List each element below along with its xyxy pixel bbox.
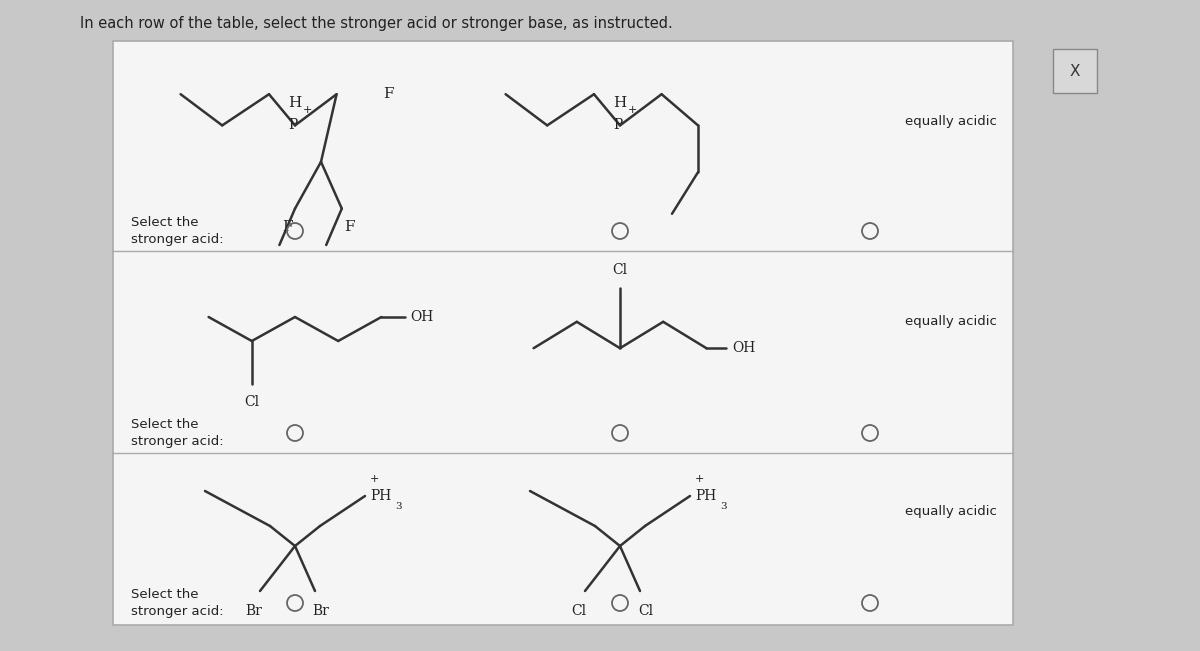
Text: PH: PH: [695, 489, 716, 503]
Text: Br: Br: [312, 604, 330, 618]
Text: +: +: [695, 474, 704, 484]
Text: X: X: [1069, 64, 1080, 79]
Text: Cl: Cl: [571, 604, 587, 618]
Text: In each row of the table, select the stronger acid or stronger base, as instruct: In each row of the table, select the str…: [80, 16, 673, 31]
Text: Br: Br: [246, 604, 263, 618]
Text: Cl: Cl: [612, 263, 628, 277]
Text: OH: OH: [732, 341, 755, 355]
Text: Select the
stronger acid:: Select the stronger acid:: [131, 588, 223, 618]
Text: +: +: [302, 105, 312, 115]
Text: +: +: [370, 474, 379, 484]
Text: F: F: [344, 219, 355, 234]
Text: P: P: [613, 118, 623, 132]
Bar: [113, 41, 1013, 625]
Text: F: F: [383, 87, 394, 101]
Text: Select the
stronger acid:: Select the stronger acid:: [131, 216, 223, 246]
Text: 3: 3: [720, 502, 727, 511]
Text: equally acidic: equally acidic: [905, 505, 997, 518]
Text: H: H: [288, 96, 301, 111]
Text: OH: OH: [409, 310, 433, 324]
Text: +: +: [628, 105, 637, 115]
Text: equally acidic: equally acidic: [905, 115, 997, 128]
Text: H: H: [613, 96, 626, 111]
Text: Select the
stronger acid:: Select the stronger acid:: [131, 418, 223, 448]
Text: F: F: [282, 219, 293, 234]
Text: P: P: [288, 118, 298, 132]
Bar: [1054, 49, 1097, 93]
Text: Cl: Cl: [638, 604, 654, 618]
Text: Cl: Cl: [245, 395, 259, 409]
Text: equally acidic: equally acidic: [905, 314, 997, 327]
Text: PH: PH: [370, 489, 391, 503]
Text: 3: 3: [395, 502, 402, 511]
